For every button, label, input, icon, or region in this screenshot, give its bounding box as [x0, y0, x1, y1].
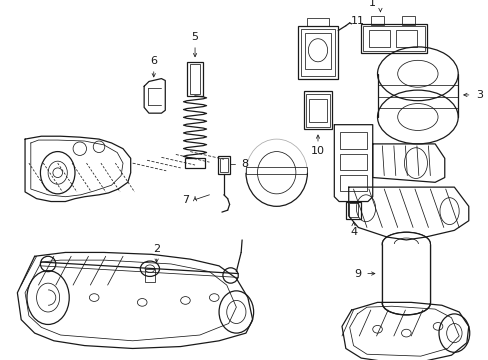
Bar: [339, 175, 366, 191]
Text: 8: 8: [241, 159, 248, 169]
Bar: [370, 16, 384, 25]
Bar: [382, 244, 429, 303]
Bar: [190, 64, 200, 94]
Bar: [303, 91, 332, 130]
Ellipse shape: [382, 232, 429, 255]
Bar: [300, 29, 335, 76]
Text: 7: 7: [182, 195, 189, 204]
Bar: [297, 26, 338, 78]
Text: 1: 1: [368, 0, 375, 8]
Bar: [401, 16, 414, 25]
Bar: [185, 158, 204, 168]
Text: 9: 9: [353, 269, 360, 279]
Text: 11: 11: [349, 16, 364, 26]
Ellipse shape: [382, 232, 429, 255]
Bar: [220, 158, 227, 172]
Text: 10: 10: [310, 146, 325, 156]
Text: 4: 4: [349, 227, 356, 237]
Bar: [361, 24, 426, 53]
Bar: [306, 94, 329, 127]
Bar: [339, 132, 366, 149]
Bar: [395, 30, 416, 47]
Bar: [307, 18, 328, 26]
Bar: [368, 30, 389, 47]
Text: 2: 2: [153, 244, 160, 253]
Bar: [245, 167, 307, 174]
Bar: [339, 153, 366, 170]
Bar: [304, 33, 331, 69]
Text: 5: 5: [191, 32, 198, 42]
Text: 6: 6: [150, 56, 157, 66]
Bar: [218, 156, 229, 174]
Bar: [348, 203, 358, 217]
Bar: [187, 62, 203, 96]
Text: 3: 3: [475, 90, 482, 100]
Bar: [345, 202, 361, 219]
Bar: [363, 26, 424, 51]
Bar: [309, 99, 326, 122]
Bar: [145, 269, 154, 282]
